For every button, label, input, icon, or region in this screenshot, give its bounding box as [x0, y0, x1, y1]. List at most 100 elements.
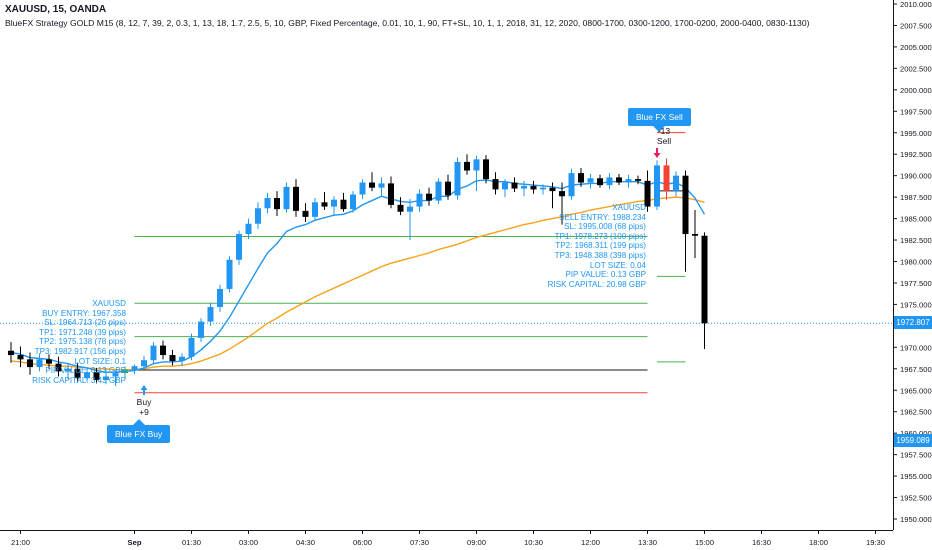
- candle-body: [293, 186, 299, 211]
- sell-panel-lot: LOT SIZE: 0.04: [589, 260, 646, 270]
- candle-body: [264, 197, 271, 209]
- candle-body: [17, 355, 24, 360]
- price-tick-label: 1962.500: [900, 408, 932, 417]
- candle-body: [416, 193, 423, 207]
- price-tick-label: 1980.000: [900, 258, 932, 267]
- time-tick-label: 04:30: [296, 538, 315, 547]
- candle-body: [625, 179, 632, 183]
- candle-body: [84, 372, 90, 379]
- candle-body: [131, 366, 138, 370]
- candle-body: [587, 178, 594, 183]
- buy-panel-risk: RISK CAPITAL: 3.43 GBP: [32, 375, 126, 385]
- buy-signal-callout: Blue FX Buy: [107, 419, 171, 443]
- candle-body: [369, 182, 375, 188]
- candle-body: [46, 359, 52, 364]
- price-tick-label: 1965.000: [900, 386, 932, 395]
- price-tick-label: 1960.000: [900, 429, 932, 438]
- candle-body: [701, 235, 708, 324]
- time-tick-label: 15:00: [695, 538, 714, 547]
- sell-panel-sl: SL: 1995.008 (68 pips): [564, 222, 646, 232]
- sell-panel-tp3: TP3: 1948.388 (398 pips): [554, 250, 646, 260]
- price-tick-label: 1950.000: [900, 515, 932, 524]
- candle-body: [644, 180, 651, 207]
- candle-body: [663, 165, 670, 192]
- price-tick-label: 1985.000: [900, 215, 932, 224]
- candle-body: [150, 345, 157, 361]
- sell-panel-tp1: TP1: 1978.273 (100 pips): [554, 231, 646, 241]
- buy-arrow-icon: [140, 385, 148, 395]
- time-tick-label: 06:00: [353, 538, 372, 547]
- sell-trade-panel: XAUUSD SELL ENTRY: 1988.234 SL: 1995.008…: [548, 203, 646, 289]
- time-tick-label: 03:00: [239, 538, 258, 547]
- price-tick-label: 1975.000: [900, 300, 932, 309]
- candle-body: [340, 199, 347, 210]
- sell-panel-symbol: XAUUSD: [612, 203, 646, 212]
- buy-panel-pip: PIP VALUE: 0.13 GBP: [45, 366, 126, 376]
- signal-markers: [140, 148, 661, 395]
- candle-body: [55, 363, 62, 372]
- price-tick-label: 1992.500: [900, 150, 932, 159]
- candle-body: [568, 173, 575, 197]
- candle-body: [464, 161, 470, 171]
- time-tick-label: 18:00: [809, 538, 828, 547]
- candle-body: [226, 259, 233, 289]
- chart-symbol-title: XAUUSD, 15, OANDA: [5, 4, 107, 15]
- candle-body: [540, 187, 546, 190]
- lower-price-label: 1959.089: [894, 433, 932, 447]
- buy-signal-text: Buy: [136, 397, 152, 407]
- candle-body: [635, 179, 641, 181]
- candle-body: [435, 181, 442, 201]
- candle-body: [606, 177, 613, 186]
- price-tick-label: 1955.000: [900, 472, 932, 481]
- candle-body: [207, 306, 214, 322]
- candle-body: [169, 355, 176, 362]
- price-tick-label: 1987.500: [900, 193, 932, 202]
- sell-panel-tp2: TP2: 1968.311 (199 pips): [555, 241, 646, 251]
- price-axis[interactable]: 1950.000 1952.500 1955.000 1957.500 1960.000…: [893, 0, 932, 530]
- buy-panel-symbol: XAUUSD: [92, 299, 126, 308]
- trade-levels: [0, 132, 893, 394]
- candle-body: [616, 177, 622, 183]
- price-tick-label: 2005.000: [900, 43, 932, 52]
- candle-body: [255, 208, 261, 224]
- price-tick-label: 1982.500: [900, 236, 932, 245]
- candle-body: [188, 337, 195, 357]
- candle-body: [521, 185, 527, 189]
- candle-body: [654, 165, 660, 207]
- buy-panel-tp2: TP2: 1975.138 (78 pips): [39, 337, 126, 347]
- candle-body: [160, 345, 166, 356]
- price-tick-label: 2002.500: [900, 64, 932, 73]
- candle-body: [198, 321, 204, 338]
- price-tick-label: 1997.500: [900, 107, 932, 116]
- candle-body: [331, 199, 337, 207]
- sell-panel-pip: PIP VALUE: 0.13 GBP: [565, 270, 646, 280]
- candle-body: [236, 234, 242, 260]
- price-tick-label: 1977.500: [900, 279, 932, 288]
- buy-panel-tp1: TP1: 1971.248 (39 pips): [39, 327, 126, 337]
- candle-body: [407, 206, 413, 212]
- candle-body: [321, 202, 328, 207]
- candle-body: [122, 369, 128, 374]
- candle-body: [179, 356, 185, 362]
- candle-body: [502, 182, 508, 190]
- candle-body: [217, 288, 223, 307]
- price-tick-label: 1952.500: [900, 494, 932, 503]
- candle-body: [93, 372, 100, 380]
- buy-panel-tp3: TP3: 1982.917 (156 pips): [34, 346, 126, 356]
- last-price-label: 1972.807: [894, 316, 932, 330]
- candle-body: [245, 223, 252, 235]
- price-tick-label: 1957.500: [900, 451, 932, 460]
- buy-trade-panel: XAUUSD BUY ENTRY: 1967.358 SL: 1964.713 …: [32, 299, 126, 385]
- time-tick-label: 19:30: [866, 538, 885, 547]
- buy-panel-entry: BUY ENTRY: 1967.358: [42, 308, 126, 318]
- study-legend[interactable]: BlueFX Strategy GOLD M15 (8, 12, 7, 39, …: [5, 18, 810, 28]
- sell-signal-count: -13: [657, 126, 671, 136]
- candle-body: [36, 359, 43, 368]
- buy-panel-sl: SL: 1964.713 (26 pips): [44, 318, 126, 328]
- candle-body: [578, 173, 584, 183]
- candle-body: [559, 191, 565, 197]
- time-tick-label: 13:30: [638, 538, 657, 547]
- candle-body: [673, 175, 679, 192]
- time-axis[interactable]: 21:00 Sep 01:30 03:00 04:30 06:00 07:30 09:00 10…: [0, 530, 893, 547]
